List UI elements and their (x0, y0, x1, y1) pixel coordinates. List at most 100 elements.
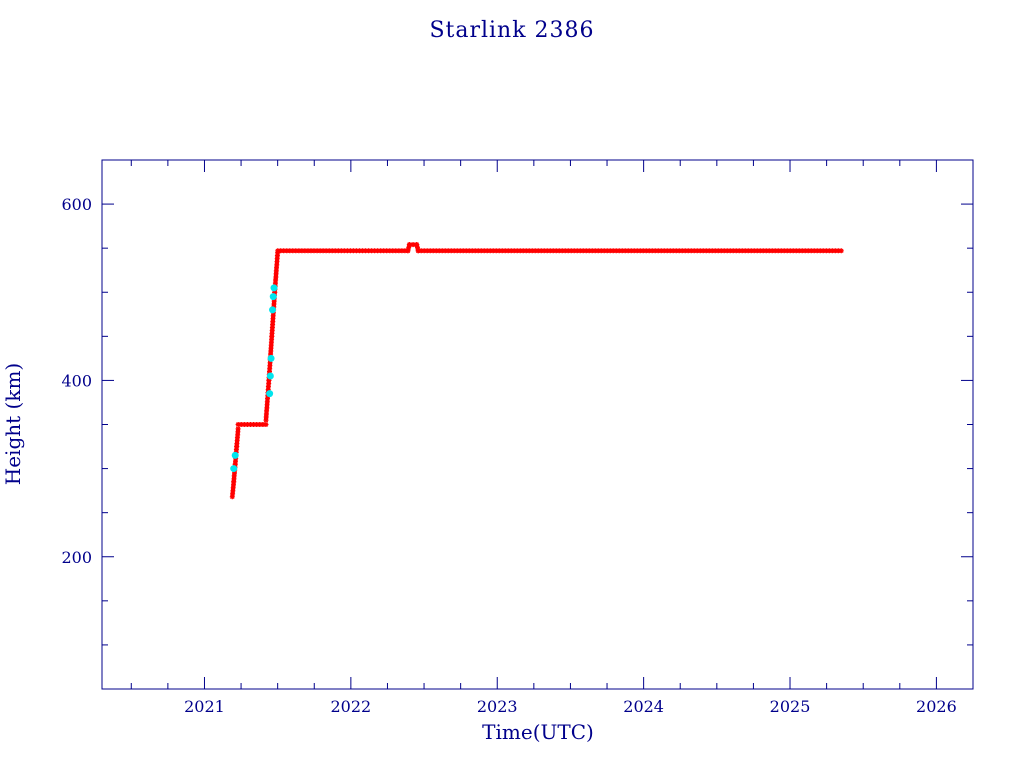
y-tick-label: 200 (61, 548, 92, 567)
data-point (264, 399, 270, 405)
data-point (610, 248, 616, 254)
data-point (234, 435, 240, 441)
data-point (559, 248, 565, 254)
data-point-secondary (269, 293, 277, 301)
data-point (267, 369, 272, 375)
data-point (757, 248, 763, 254)
data-point (652, 248, 658, 254)
data-point (493, 248, 499, 254)
data-point (234, 444, 240, 449)
data-point (496, 248, 502, 254)
data-point (424, 248, 430, 254)
data-point (676, 248, 682, 254)
data-point (532, 248, 538, 254)
data-point (347, 248, 353, 254)
data-point (733, 248, 739, 254)
data-point (649, 248, 655, 254)
data-point (272, 280, 278, 286)
data-point (269, 325, 275, 330)
data-point (399, 248, 405, 254)
data-point-secondary (267, 354, 275, 362)
data-point (697, 248, 703, 254)
data-point (378, 248, 384, 254)
data-point (234, 441, 240, 447)
data-point (260, 422, 266, 427)
data-point-secondary (269, 306, 277, 314)
data-point (231, 473, 237, 479)
data-point (244, 422, 250, 427)
data-point (439, 248, 445, 254)
data-point (254, 422, 260, 427)
data-point (451, 248, 457, 254)
data-point (667, 248, 673, 254)
data-point (338, 248, 344, 254)
data-point (526, 248, 532, 254)
data-point (673, 248, 679, 254)
data-point (826, 248, 832, 254)
data-point (835, 248, 841, 254)
data-point (235, 426, 241, 432)
ticks-layer: 2021 2022 2023 2024 2025 2026 200 400 600 (61, 159, 974, 716)
data-point (622, 248, 628, 254)
data-point (269, 333, 275, 339)
data-point (375, 248, 381, 254)
data-point (274, 256, 280, 262)
data-point (232, 470, 237, 476)
data-point (712, 248, 718, 254)
data-point (523, 248, 529, 254)
data-point (724, 248, 730, 254)
data-point (273, 268, 279, 274)
data-point (454, 248, 460, 254)
data-point (484, 248, 490, 254)
data-point (238, 422, 244, 427)
data-point (305, 248, 311, 254)
data-point (265, 387, 271, 393)
data-point (273, 277, 279, 283)
data-point (583, 248, 589, 254)
data-point (263, 417, 269, 423)
data-point (387, 248, 393, 254)
data-point (631, 248, 637, 254)
data-point (553, 248, 559, 254)
data-point-secondary (266, 390, 274, 398)
data-point (281, 248, 287, 254)
data-point (595, 248, 601, 254)
data-point (287, 248, 293, 254)
data-point (263, 414, 269, 420)
data-point (231, 479, 237, 485)
data-point (267, 360, 273, 366)
data-point (269, 330, 275, 336)
data-point (267, 363, 273, 369)
data-point (284, 248, 290, 254)
data-point (640, 248, 646, 254)
data-point (700, 248, 706, 254)
data-point (266, 381, 272, 386)
data-point (233, 458, 238, 464)
data-point (718, 248, 724, 254)
data-point (274, 253, 280, 259)
x-tick-label: 2021 (184, 697, 225, 716)
data-point (472, 248, 478, 254)
data-point (231, 476, 237, 482)
data-point (562, 248, 568, 254)
data-point (808, 248, 814, 254)
data-point (270, 316, 276, 322)
data-point (778, 248, 784, 254)
chart-title: Starlink 2386 (429, 18, 594, 43)
data-point (344, 248, 350, 254)
data-point-secondary (230, 465, 238, 473)
data-point (637, 248, 643, 254)
data-point (445, 248, 451, 254)
data-point (547, 248, 553, 254)
data-point (457, 248, 463, 254)
data-point (270, 313, 276, 319)
data-point (442, 248, 448, 254)
data-point (520, 248, 526, 254)
data-point (229, 494, 235, 500)
data-point (802, 248, 808, 254)
data-point (396, 248, 402, 254)
data-point (727, 248, 733, 254)
data-point (269, 328, 275, 333)
data-point (233, 447, 239, 452)
data-point (502, 248, 508, 254)
